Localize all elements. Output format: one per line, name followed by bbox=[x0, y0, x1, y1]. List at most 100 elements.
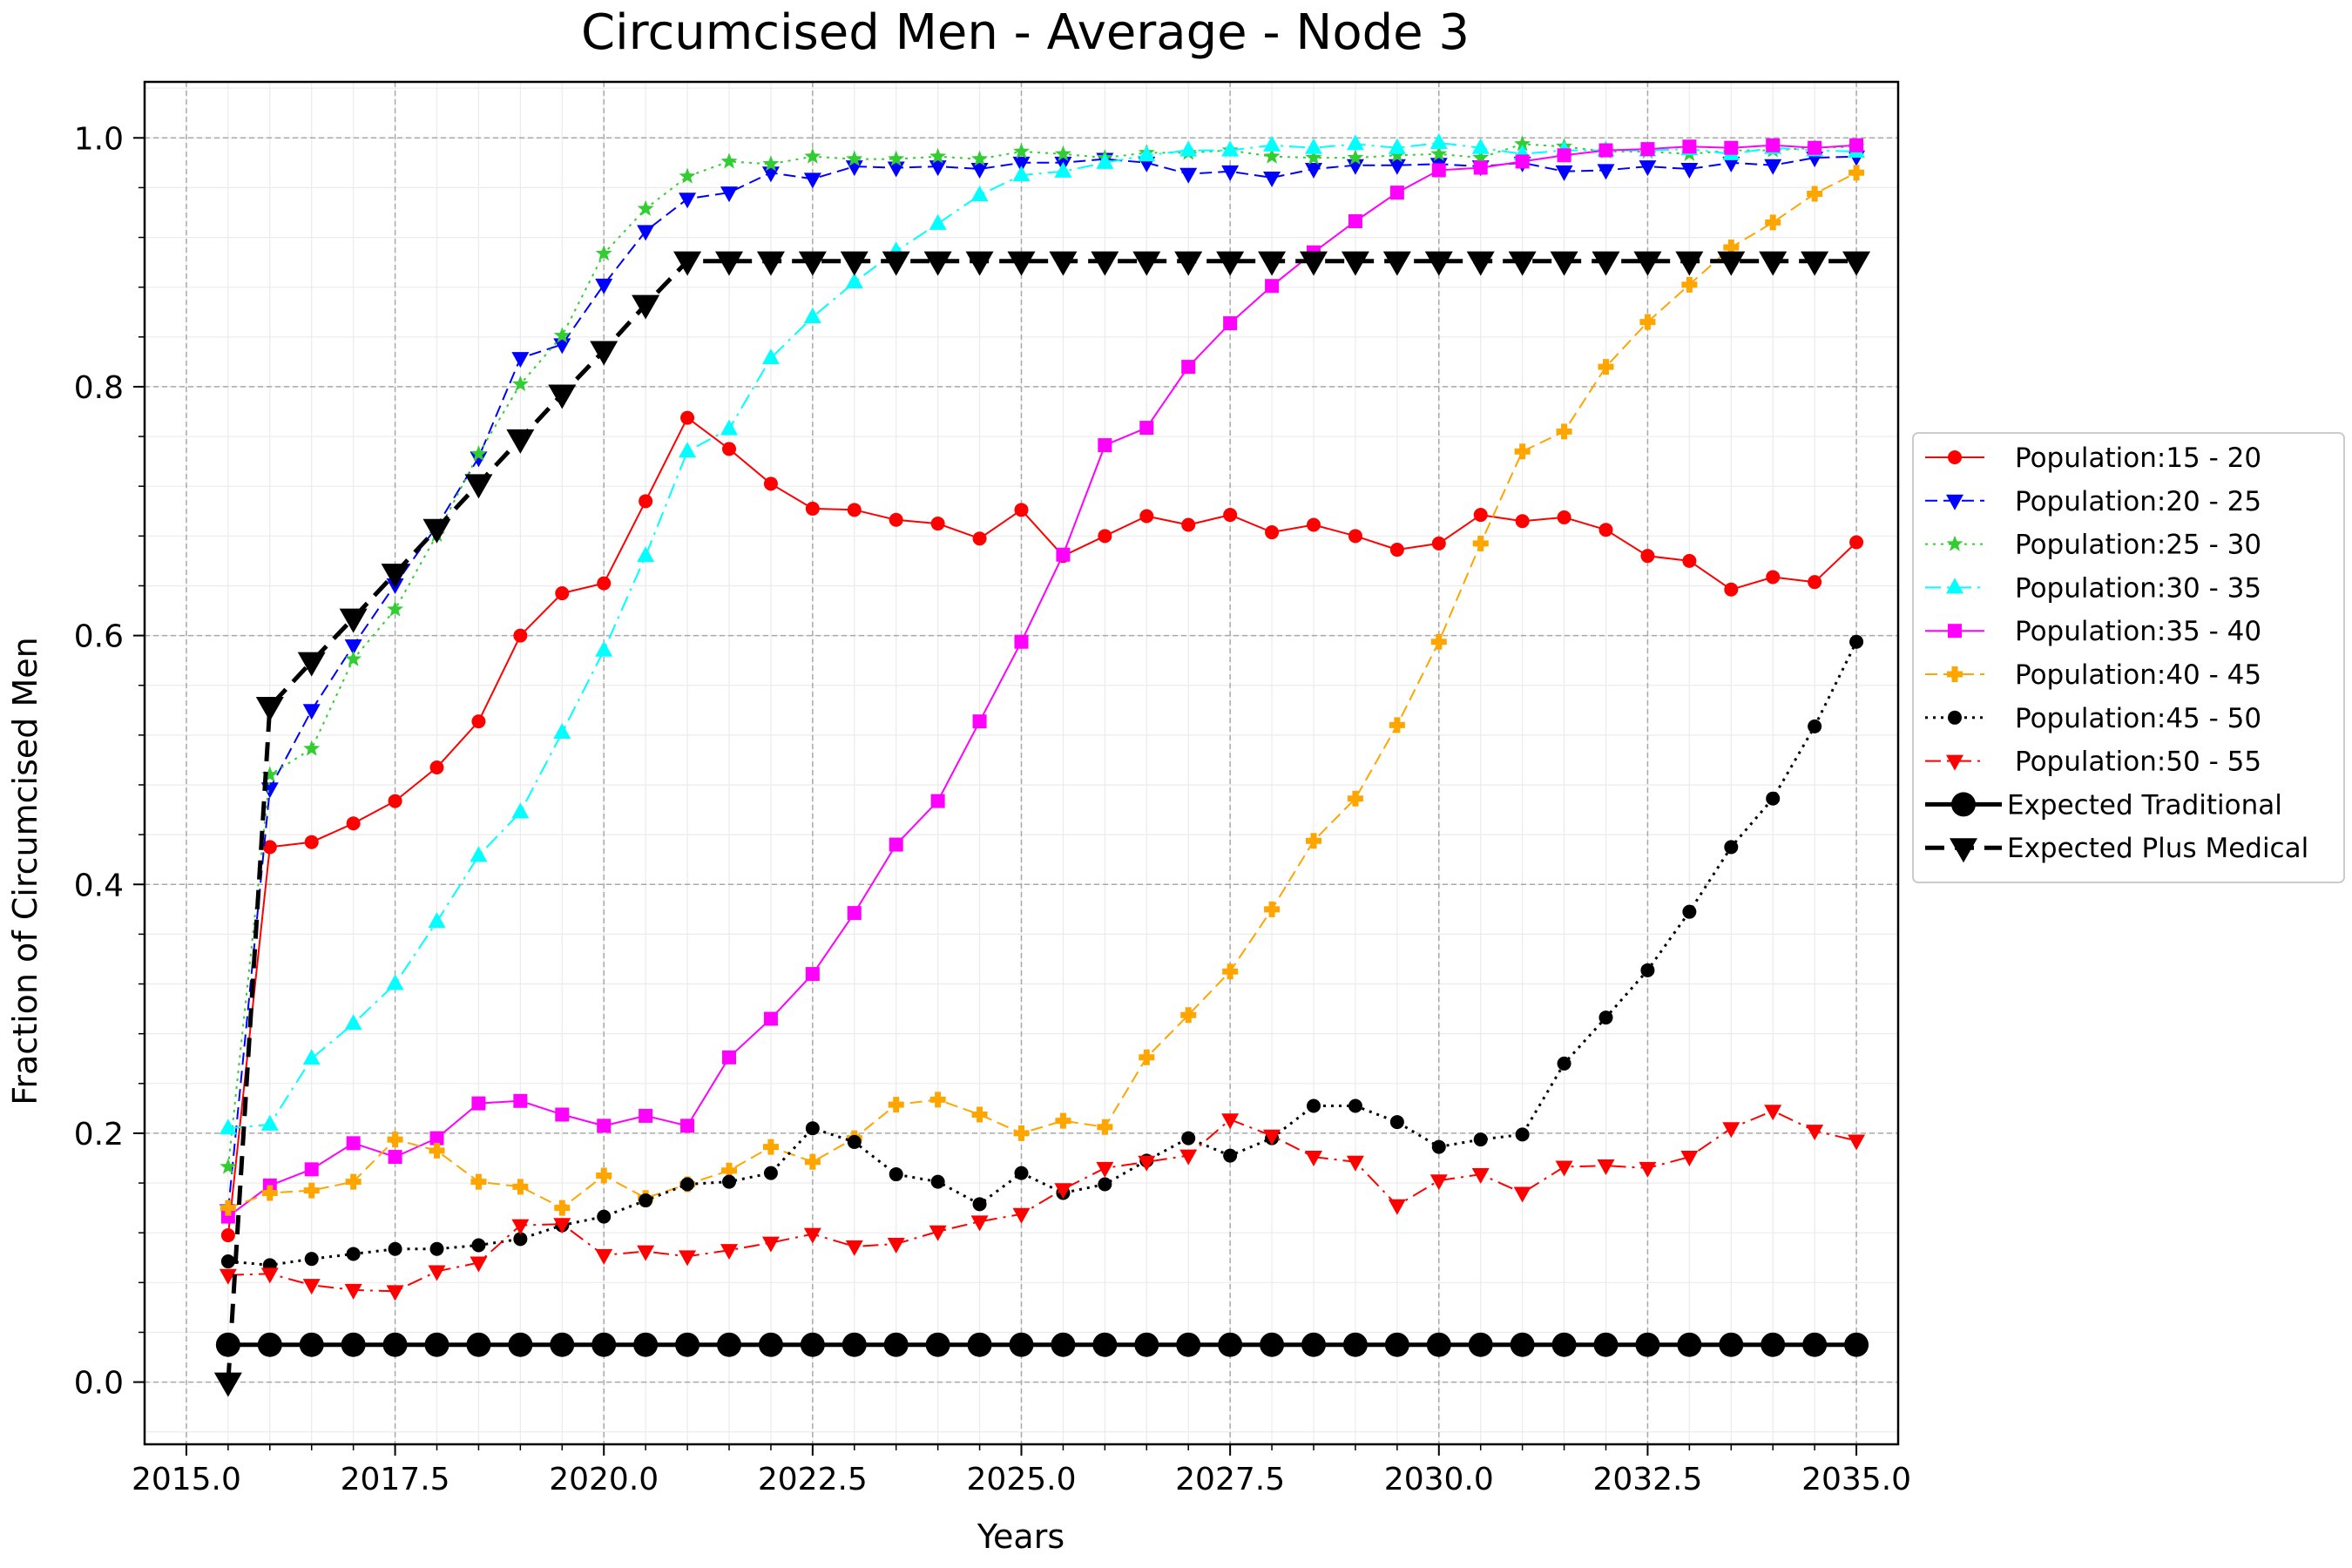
data-point bbox=[1264, 901, 1281, 917]
data-point bbox=[637, 225, 655, 241]
data-point bbox=[720, 1244, 738, 1260]
data-point bbox=[762, 1139, 779, 1155]
data-point bbox=[303, 740, 321, 756]
data-point bbox=[1389, 146, 1406, 163]
data-point bbox=[1388, 138, 1406, 154]
data-point bbox=[798, 251, 827, 276]
data-point bbox=[513, 1093, 528, 1108]
data-point bbox=[429, 1241, 444, 1256]
data-point bbox=[513, 1232, 528, 1247]
data-point bbox=[1808, 575, 1822, 590]
data-point bbox=[597, 1209, 612, 1224]
data-point bbox=[1092, 1332, 1118, 1357]
data-point bbox=[679, 167, 696, 184]
data-point bbox=[1054, 1183, 1072, 1200]
data-point bbox=[428, 1265, 446, 1281]
data-point bbox=[257, 1332, 282, 1357]
data-point bbox=[1179, 167, 1198, 184]
data-point bbox=[345, 650, 362, 666]
data-point bbox=[1389, 186, 1404, 200]
data-point bbox=[1801, 251, 1829, 276]
data-point bbox=[804, 1153, 821, 1170]
data-point bbox=[554, 1200, 571, 1216]
data-point bbox=[888, 1097, 904, 1113]
data-point bbox=[930, 1174, 945, 1189]
data-point bbox=[1722, 1122, 1740, 1139]
series-line bbox=[226, 155, 1857, 1211]
data-point bbox=[346, 816, 361, 831]
data-point bbox=[511, 352, 530, 368]
series-population-35-40 bbox=[220, 138, 1864, 1224]
data-point bbox=[930, 794, 945, 808]
data-point bbox=[591, 1332, 617, 1357]
data-point bbox=[1471, 1168, 1490, 1185]
legend-label: Population:30 - 35 bbox=[2015, 572, 2261, 604]
data-point bbox=[679, 193, 697, 209]
data-point bbox=[763, 1166, 778, 1180]
data-point bbox=[1424, 251, 1453, 276]
legend-frame bbox=[1912, 432, 2345, 883]
data-point bbox=[1305, 149, 1322, 166]
data-point bbox=[1096, 152, 1114, 169]
data-point bbox=[388, 1241, 402, 1256]
data-point bbox=[1138, 145, 1156, 162]
data-point bbox=[555, 1107, 570, 1122]
data-point bbox=[470, 1256, 488, 1273]
y-tick-label: 0.2 bbox=[74, 1117, 124, 1152]
data-point bbox=[639, 1108, 653, 1123]
data-point bbox=[422, 518, 451, 544]
data-point bbox=[1382, 251, 1411, 276]
data-point bbox=[304, 835, 319, 849]
data-point bbox=[1007, 251, 1036, 276]
data-point bbox=[1342, 1332, 1368, 1357]
data-point bbox=[255, 697, 284, 722]
data-point bbox=[1305, 138, 1322, 154]
data-point bbox=[1051, 1332, 1076, 1357]
data-point bbox=[470, 846, 488, 862]
data-point bbox=[471, 1096, 486, 1111]
data-point bbox=[1307, 517, 1321, 532]
data-point bbox=[1347, 790, 1363, 807]
data-point bbox=[387, 1132, 403, 1148]
data-point bbox=[590, 341, 618, 366]
chart-title: Circumcised Men - Average - Node 3 bbox=[581, 4, 1470, 61]
data-point bbox=[887, 1238, 905, 1254]
data-point bbox=[929, 1225, 947, 1241]
data-point bbox=[1265, 525, 1280, 540]
data-point bbox=[344, 639, 362, 656]
data-point bbox=[1179, 1149, 1198, 1166]
data-point bbox=[1055, 1112, 1071, 1129]
data-point bbox=[805, 1121, 820, 1136]
data-point bbox=[1848, 1134, 1866, 1151]
data-point bbox=[302, 1279, 321, 1295]
data-point bbox=[1680, 162, 1699, 179]
data-point bbox=[1263, 147, 1281, 164]
data-point bbox=[470, 451, 488, 468]
data-point bbox=[220, 1254, 235, 1269]
data-point bbox=[346, 1136, 361, 1151]
data-point bbox=[1557, 148, 1571, 163]
series-population-20-25 bbox=[219, 150, 1866, 1220]
data-point bbox=[637, 199, 654, 216]
legend-marker bbox=[1948, 450, 1962, 464]
data-point bbox=[633, 1332, 659, 1357]
data-point bbox=[929, 213, 947, 230]
legend-label: Expected Traditional bbox=[2007, 789, 2282, 821]
data-point bbox=[1098, 438, 1112, 453]
data-point bbox=[555, 586, 570, 601]
data-point bbox=[1849, 535, 1864, 550]
data-point bbox=[428, 912, 446, 929]
data-point bbox=[930, 517, 945, 531]
data-point bbox=[970, 162, 989, 179]
data-point bbox=[261, 766, 279, 782]
data-point bbox=[715, 251, 743, 276]
data-point bbox=[548, 384, 577, 409]
series-line bbox=[227, 172, 1857, 1209]
x-tick-label: 2017.5 bbox=[341, 1462, 450, 1497]
data-point bbox=[761, 348, 780, 365]
data-point bbox=[1473, 160, 1488, 175]
data-point bbox=[386, 1285, 404, 1301]
data-point bbox=[1012, 166, 1031, 182]
data-point bbox=[637, 1245, 655, 1261]
legend-marker bbox=[1946, 578, 1963, 594]
